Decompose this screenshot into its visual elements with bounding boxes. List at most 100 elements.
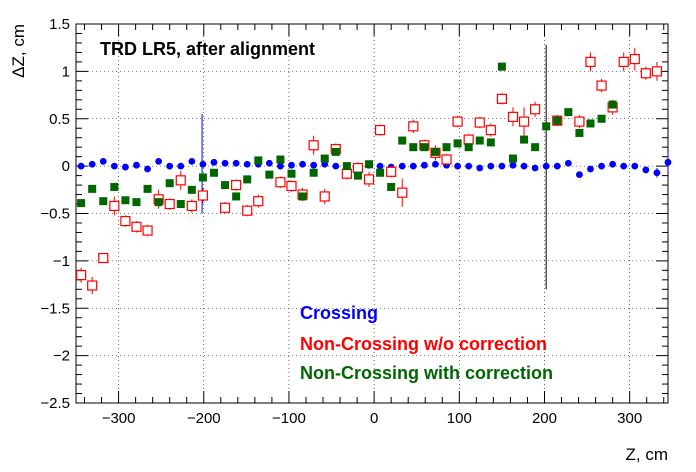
series-1: [76, 47, 663, 295]
data-point-non-crossing-with-correction: [232, 192, 241, 201]
data-point-non-crossing-with-correction: [99, 197, 108, 206]
data-point-non-crossing-without-correction: [164, 198, 175, 210]
data-point-non-crossing-with-correction: [110, 182, 119, 191]
data-point-non-crossing-without-correction: [76, 269, 87, 281]
data-point-crossing: [520, 162, 528, 170]
y-tick-label: −1.5: [40, 300, 70, 317]
data-point-non-crossing-with-correction: [309, 168, 318, 177]
data-point-non-crossing-with-correction: [187, 185, 196, 194]
data-point-crossing: [620, 162, 628, 170]
data-point-non-crossing-with-correction: [531, 143, 540, 152]
data-point-crossing: [133, 161, 140, 169]
x-tick-label: −100: [272, 410, 306, 427]
data-point-crossing: [155, 157, 163, 165]
plot-title: TRD LR5, after alignment: [100, 39, 315, 59]
data-point-crossing: [110, 162, 118, 170]
data-point-non-crossing-without-correction: [131, 221, 142, 232]
x-tick-label: 200: [532, 410, 557, 427]
data-point-crossing: [642, 166, 650, 174]
data-point-crossing: [587, 165, 594, 173]
data-point-non-crossing-with-correction: [287, 169, 296, 178]
legend: Crossing Non-Crossing w/o correction Non…: [300, 303, 553, 383]
data-point-non-crossing-without-correction: [618, 56, 629, 68]
data-point-non-crossing-without-correction: [120, 215, 131, 227]
data-point-crossing: [99, 157, 107, 165]
data-point-non-crossing-with-correction: [420, 143, 429, 152]
data-point-non-crossing-with-correction: [564, 108, 573, 117]
data-point-non-crossing-without-correction: [242, 205, 253, 216]
data-point-non-crossing-with-correction: [409, 143, 418, 152]
data-point-non-crossing-with-correction: [475, 136, 484, 145]
data-point-non-crossing-with-correction: [586, 119, 595, 128]
data-point-non-crossing-with-correction: [320, 154, 329, 163]
x-axis-title: Z, cm: [626, 445, 669, 464]
data-point-non-crossing-without-correction: [474, 117, 485, 128]
data-point-non-crossing-with-correction: [88, 184, 97, 193]
y-tick-label: 0: [62, 158, 70, 175]
data-point-non-crossing-with-correction: [265, 170, 274, 179]
data-point-non-crossing-with-correction: [575, 128, 584, 137]
data-point-non-crossing-with-correction: [198, 173, 207, 182]
data-point-non-crossing-without-correction: [175, 175, 186, 186]
data-point-non-crossing-with-correction: [154, 198, 163, 207]
data-point-crossing: [376, 162, 384, 170]
data-point-crossing: [210, 158, 218, 166]
legend-entry-non-crossing-without-correction: Non-Crossing w/o correction: [300, 334, 547, 354]
data-point-non-crossing-with-correction: [77, 199, 86, 208]
data-point-crossing: [653, 169, 661, 177]
data-point-crossing: [409, 162, 417, 170]
data-point-non-crossing-without-correction: [275, 177, 286, 188]
data-point-non-crossing-without-correction: [352, 162, 364, 174]
x-tick-label: −200: [187, 410, 221, 427]
y-tick-label: 0.5: [49, 111, 70, 128]
data-point-non-crossing-with-correction: [276, 155, 285, 164]
x-tick-label: 300: [617, 410, 642, 427]
data-point-crossing: [476, 164, 484, 172]
data-point-crossing: [199, 160, 207, 168]
series-2: [77, 62, 617, 209]
data-point-non-crossing-with-correction: [342, 162, 351, 171]
data-point-crossing: [188, 157, 196, 165]
y-tick-label: 1.5: [49, 16, 70, 33]
data-point-non-crossing-with-correction: [597, 114, 606, 123]
data-point-non-crossing-with-correction: [387, 182, 396, 191]
y-tick-label: 1: [62, 63, 70, 80]
data-point-non-crossing-without-correction: [530, 104, 541, 115]
data-point-crossing: [664, 158, 672, 166]
data-point-crossing: [88, 160, 96, 168]
data-point-non-crossing-with-correction: [553, 116, 562, 125]
data-point-non-crossing-without-correction: [640, 68, 651, 79]
data-point-crossing: [277, 162, 284, 170]
data-point-non-crossing-with-correction: [453, 139, 462, 148]
data-point-non-crossing-with-correction: [365, 160, 374, 169]
data-point-crossing: [487, 162, 495, 170]
data-point-non-crossing-without-correction: [496, 93, 507, 104]
data-point-non-crossing-without-correction: [109, 200, 120, 212]
data-point-crossing: [420, 161, 428, 169]
axes: −300 −200 −100 0 100 200 300 −2.5 −2 −1.5 −1 −0.5 0 0…: [40, 16, 668, 427]
data-point-non-crossing-without-correction: [186, 200, 197, 212]
legend-entry-non-crossing-with-correction: Non-Crossing with correction: [300, 363, 553, 383]
data-point-non-crossing-without-correction: [397, 187, 408, 198]
data-point-non-crossing-with-correction: [209, 168, 218, 177]
data-point-crossing: [531, 164, 539, 172]
data-point-non-crossing-with-correction: [520, 135, 529, 144]
data-point-non-crossing-with-correction: [376, 168, 385, 177]
data-point-crossing: [576, 171, 583, 179]
data-point-crossing: [542, 162, 550, 170]
data-point-non-crossing-without-correction: [408, 121, 419, 132]
data-point-crossing: [332, 162, 340, 170]
data-point-non-crossing-with-correction: [254, 156, 263, 165]
data-point-non-crossing-with-correction: [121, 196, 130, 205]
data-point-crossing: [465, 162, 473, 170]
data-point-non-crossing-without-correction: [485, 125, 496, 136]
data-point-non-crossing-with-correction: [243, 175, 252, 184]
data-point-crossing: [432, 160, 439, 168]
x-tick-label: −300: [102, 410, 136, 427]
data-point-crossing: [243, 160, 251, 168]
data-point-crossing: [166, 162, 174, 170]
data-point-non-crossing-with-correction: [398, 136, 407, 145]
data-marks: [76, 44, 672, 295]
data-point-non-crossing-without-correction: [574, 116, 585, 127]
data-point-non-crossing-without-correction: [585, 56, 596, 68]
